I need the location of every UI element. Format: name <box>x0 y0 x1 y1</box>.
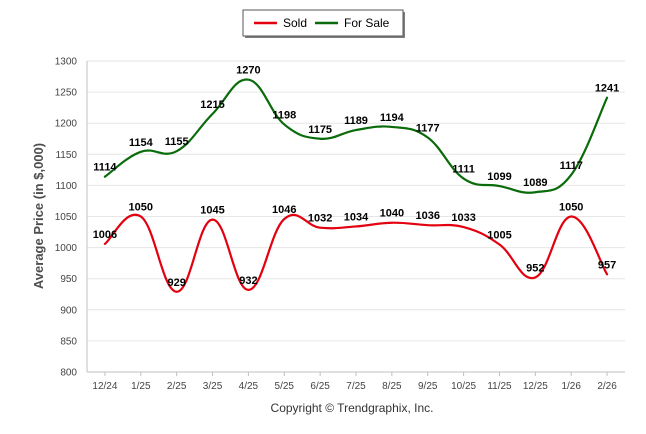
x-tick-labels: 12/24 1/25 2/25 3/25 4/25 5/25 6/25 7/25 8/25 9/2… <box>92 372 617 392</box>
data-label-sold: 957 <box>598 259 616 271</box>
y-tick-label: 1250 <box>55 88 78 99</box>
data-label-sold: 1033 <box>451 212 475 224</box>
series-line-for-sale[interactable] <box>103 78 609 194</box>
series-lines <box>103 78 609 293</box>
y-tick-label: 1050 <box>55 212 78 223</box>
y-tick-label: 800 <box>60 368 77 379</box>
data-label-for-sale: 1177 <box>416 123 440 135</box>
x-tick-label: 2/25 <box>167 381 187 392</box>
y-tick-labels: 800 850 900 950 1000 1050 1100 1150 1200 1250 1300 <box>55 57 78 379</box>
data-label-sold: 1045 <box>200 205 224 217</box>
y-tick-label: 850 <box>60 336 77 347</box>
data-label-sold: 929 <box>167 277 185 289</box>
data-label-for-sale: 1194 <box>380 112 405 124</box>
x-tick-label: 7/25 <box>346 381 366 392</box>
x-tick-label: 5/25 <box>275 381 295 392</box>
data-label-sold: 1034 <box>344 211 369 223</box>
data-label-for-sale: 1270 <box>236 65 260 77</box>
data-label-for-sale: 1089 <box>523 177 547 189</box>
y-tick-label: 1200 <box>55 119 78 130</box>
x-tick-label: 12/25 <box>523 381 548 392</box>
x-tick-label: 10/25 <box>451 381 476 392</box>
data-label-for-sale: 1114 <box>93 162 117 174</box>
data-label-sold: 1040 <box>380 208 404 220</box>
data-label-for-sale: 1117 <box>560 160 583 172</box>
data-label-for-sale: 1241 <box>595 83 619 95</box>
data-label-for-sale: 1175 <box>308 124 332 136</box>
y-axis-label: Average Price (in $,000) <box>31 143 46 289</box>
x-tick-label: 1/26 <box>561 381 581 392</box>
y-tick-label: 1000 <box>55 243 78 254</box>
data-label-for-sale: 1198 <box>272 109 296 121</box>
x-tick-label: 2/26 <box>597 381 617 392</box>
y-tick-label: 1150 <box>55 150 77 161</box>
y-tick-label: 1100 <box>55 181 77 192</box>
y-tick-label: 950 <box>60 274 77 285</box>
data-label-sold: 932 <box>239 275 257 287</box>
x-tick-label: 1/25 <box>131 381 151 392</box>
gridlines <box>87 60 625 342</box>
y-tick-label: 1300 <box>55 57 78 68</box>
x-tick-label: 8/25 <box>382 381 402 392</box>
legend-for-sale-label[interactable]: For Sale <box>344 16 390 30</box>
x-tick-label: 11/25 <box>487 381 512 392</box>
data-label-sold: 1006 <box>93 229 117 241</box>
data-label-sold: 952 <box>526 262 544 274</box>
data-label-for-sale: 1111 <box>452 164 475 176</box>
data-labels: 1006 1050 929 1045 932 1046 1032 1034 1040 1036 10… <box>93 65 620 289</box>
series-line-sold[interactable] <box>103 213 609 293</box>
legend-sold-label[interactable]: Sold <box>283 16 307 30</box>
legend[interactable]: Sold For Sale <box>242 9 405 38</box>
data-label-sold: 1046 <box>272 204 296 216</box>
data-label-for-sale: 1215 <box>200 99 224 111</box>
data-label-sold: 1032 <box>308 213 332 225</box>
data-label-sold: 1005 <box>487 229 511 241</box>
y-tick-label: 900 <box>60 305 77 316</box>
data-label-for-sale: 1154 <box>129 137 154 149</box>
data-label-sold: 1050 <box>129 202 153 214</box>
x-tick-label: 12/24 <box>92 381 117 392</box>
data-label-for-sale: 1155 <box>165 136 189 148</box>
x-tick-label: 3/25 <box>203 381 223 392</box>
x-tick-label: 9/25 <box>418 381 438 392</box>
data-label-for-sale: 1189 <box>344 115 368 127</box>
copyright-text: Copyright © Trendgraphix, Inc. <box>271 401 434 415</box>
data-label-sold: 1050 <box>559 202 583 214</box>
x-tick-label: 6/25 <box>310 381 330 392</box>
data-label-sold: 1036 <box>415 210 439 222</box>
x-tick-label: 4/25 <box>239 381 259 392</box>
data-label-for-sale: 1099 <box>487 171 511 183</box>
